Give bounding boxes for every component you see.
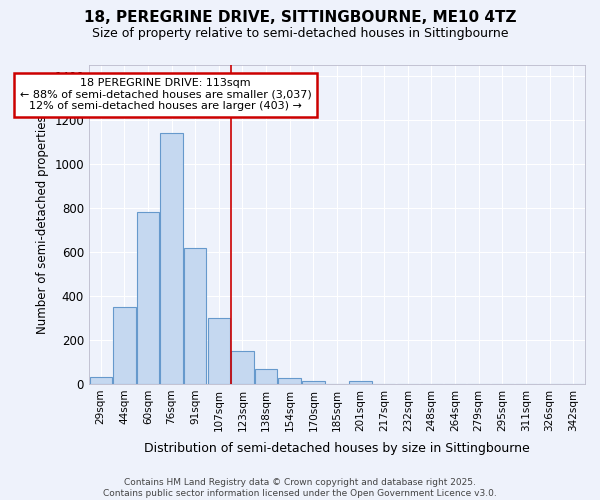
Bar: [89, 378, 112, 384]
Text: Contains HM Land Registry data © Crown copyright and database right 2025.
Contai: Contains HM Land Registry data © Crown c…: [103, 478, 497, 498]
Bar: [349, 380, 372, 384]
Bar: [231, 351, 254, 384]
Bar: [255, 368, 277, 384]
Bar: [184, 248, 206, 384]
X-axis label: Distribution of semi-detached houses by size in Sittingbourne: Distribution of semi-detached houses by …: [144, 442, 530, 455]
Text: 18 PEREGRINE DRIVE: 113sqm
← 88% of semi-detached houses are smaller (3,037)
12%: 18 PEREGRINE DRIVE: 113sqm ← 88% of semi…: [20, 78, 311, 112]
Bar: [113, 307, 136, 384]
Bar: [302, 380, 325, 384]
Text: 18, PEREGRINE DRIVE, SITTINGBOURNE, ME10 4TZ: 18, PEREGRINE DRIVE, SITTINGBOURNE, ME10…: [84, 10, 516, 25]
Y-axis label: Number of semi-detached properties: Number of semi-detached properties: [36, 115, 49, 334]
Bar: [137, 212, 159, 384]
Text: Size of property relative to semi-detached houses in Sittingbourne: Size of property relative to semi-detach…: [92, 28, 508, 40]
Bar: [160, 133, 183, 384]
Bar: [208, 318, 230, 384]
Bar: [278, 378, 301, 384]
